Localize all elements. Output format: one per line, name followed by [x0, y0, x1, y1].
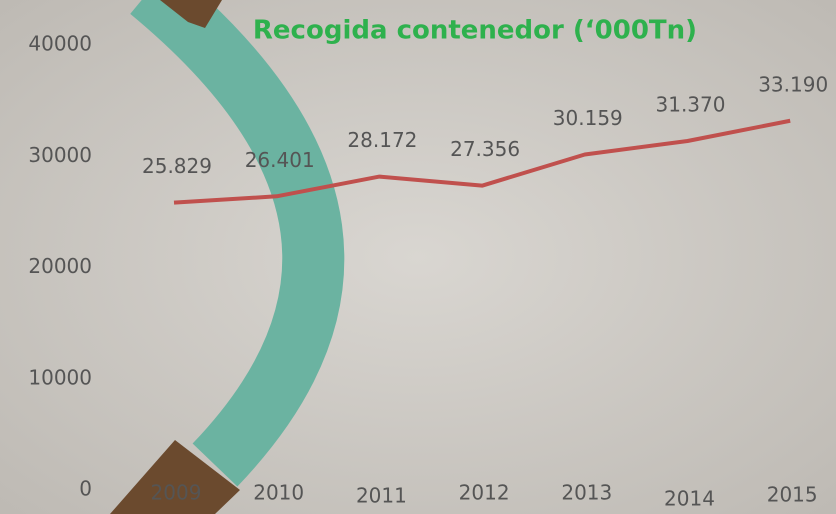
- chart: Recogida contenedor (‘000Tn) 0 10000 20000…: [0, 0, 836, 514]
- y-tick-label: 10000: [28, 365, 92, 389]
- x-tick-label: 2014: [664, 487, 715, 511]
- x-tick-label: 2010: [253, 481, 304, 505]
- y-tick-label: 0: [79, 477, 92, 501]
- chart-title: Recogida contenedor (‘000Tn): [253, 16, 697, 46]
- x-tick-label: 2013: [561, 481, 612, 505]
- x-tick-label: 2009: [151, 481, 202, 505]
- data-label: 26.401: [245, 148, 315, 172]
- x-tick-label: 2011: [356, 484, 407, 508]
- x-tick-label: 2012: [459, 481, 510, 505]
- data-label: 33.190: [758, 72, 828, 96]
- data-label: 27.356: [450, 137, 520, 161]
- data-label: 28.172: [347, 128, 417, 152]
- data-label: 30.159: [553, 106, 623, 130]
- y-tick-label: 40000: [28, 32, 92, 56]
- y-tick-label: 30000: [28, 143, 92, 167]
- data-label: 31.370: [656, 93, 726, 117]
- y-tick-label: 20000: [28, 254, 92, 278]
- data-label: 25.829: [142, 154, 212, 178]
- x-tick-label: 2015: [767, 483, 818, 507]
- background: [0, 0, 836, 514]
